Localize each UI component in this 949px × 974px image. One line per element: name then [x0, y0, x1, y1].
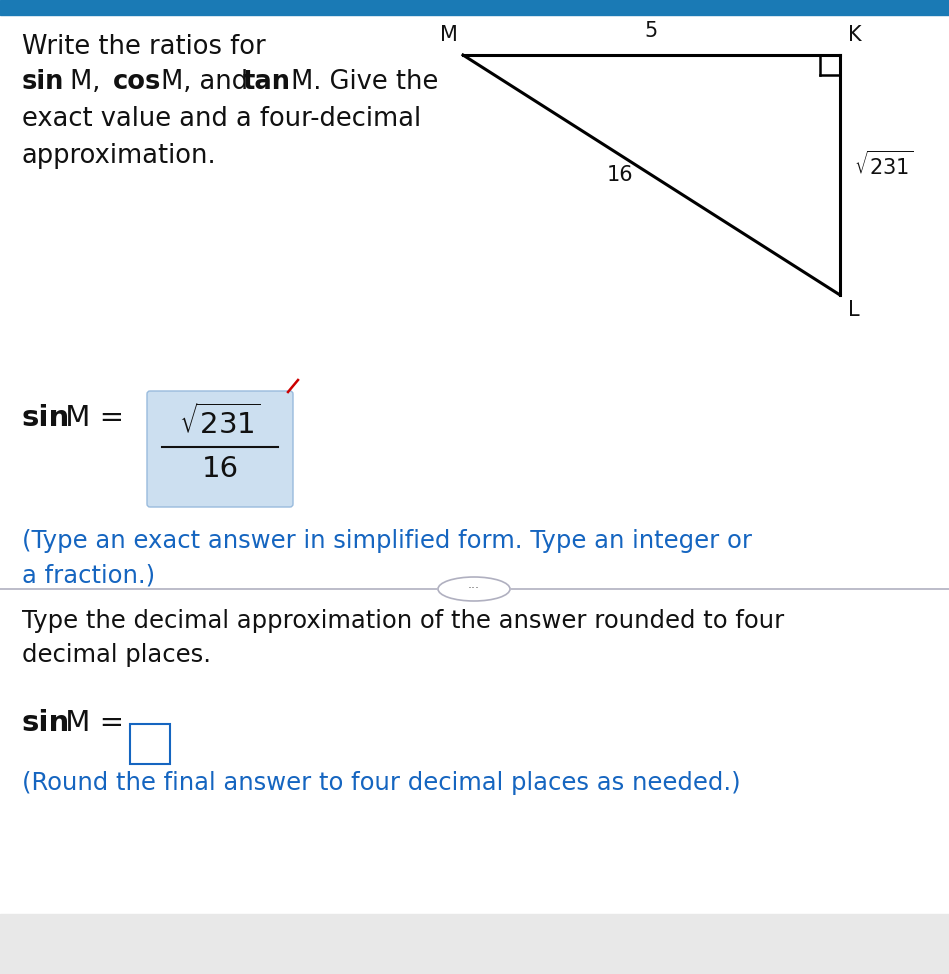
Text: a fraction.): a fraction.) [22, 563, 155, 587]
Text: M. Give the: M. Give the [284, 69, 438, 95]
Ellipse shape [438, 577, 510, 601]
Text: 16: 16 [606, 165, 634, 185]
Bar [0, 914, 949, 974]
Bar [130, 724, 170, 764]
Text: approximation.: approximation. [22, 143, 216, 169]
Text: cos: cos [113, 69, 161, 95]
Text: Type the decimal approximation of the answer rounded to four: Type the decimal approximation of the an… [22, 609, 784, 633]
Bar [0, 0, 949, 589]
Text: M: M [440, 25, 458, 45]
Text: tan: tan [243, 69, 291, 95]
Text: decimal places.: decimal places. [22, 643, 211, 667]
Text: sin: sin [22, 709, 70, 737]
Text: ···: ··· [468, 582, 480, 595]
FancyBboxPatch shape [147, 391, 293, 507]
Text: $\sqrt{231}$: $\sqrt{231}$ [179, 404, 261, 440]
Text: M =: M = [56, 404, 124, 432]
Text: exact value and a four-decimal: exact value and a four-decimal [22, 106, 421, 132]
Text: M,: M, [63, 69, 117, 95]
Text: $\sqrt{231}$: $\sqrt{231}$ [854, 151, 914, 179]
Text: M =: M = [56, 709, 124, 737]
Text: K: K [848, 25, 862, 45]
Text: sin: sin [22, 404, 70, 432]
Bar [0, 0, 949, 15]
Bar [0, 589, 949, 974]
Text: (Type an exact answer in simplified form. Type an integer or: (Type an exact answer in simplified form… [22, 529, 752, 553]
Text: L: L [848, 300, 860, 320]
Text: Write the ratios for: Write the ratios for [22, 34, 266, 60]
Text: 5: 5 [645, 21, 658, 41]
Text: (Round the final answer to four decimal places as needed.): (Round the final answer to four decimal … [22, 771, 740, 795]
Text: 16: 16 [201, 455, 238, 483]
Text: M, and: M, and [153, 69, 265, 95]
Text: sin: sin [22, 69, 65, 95]
